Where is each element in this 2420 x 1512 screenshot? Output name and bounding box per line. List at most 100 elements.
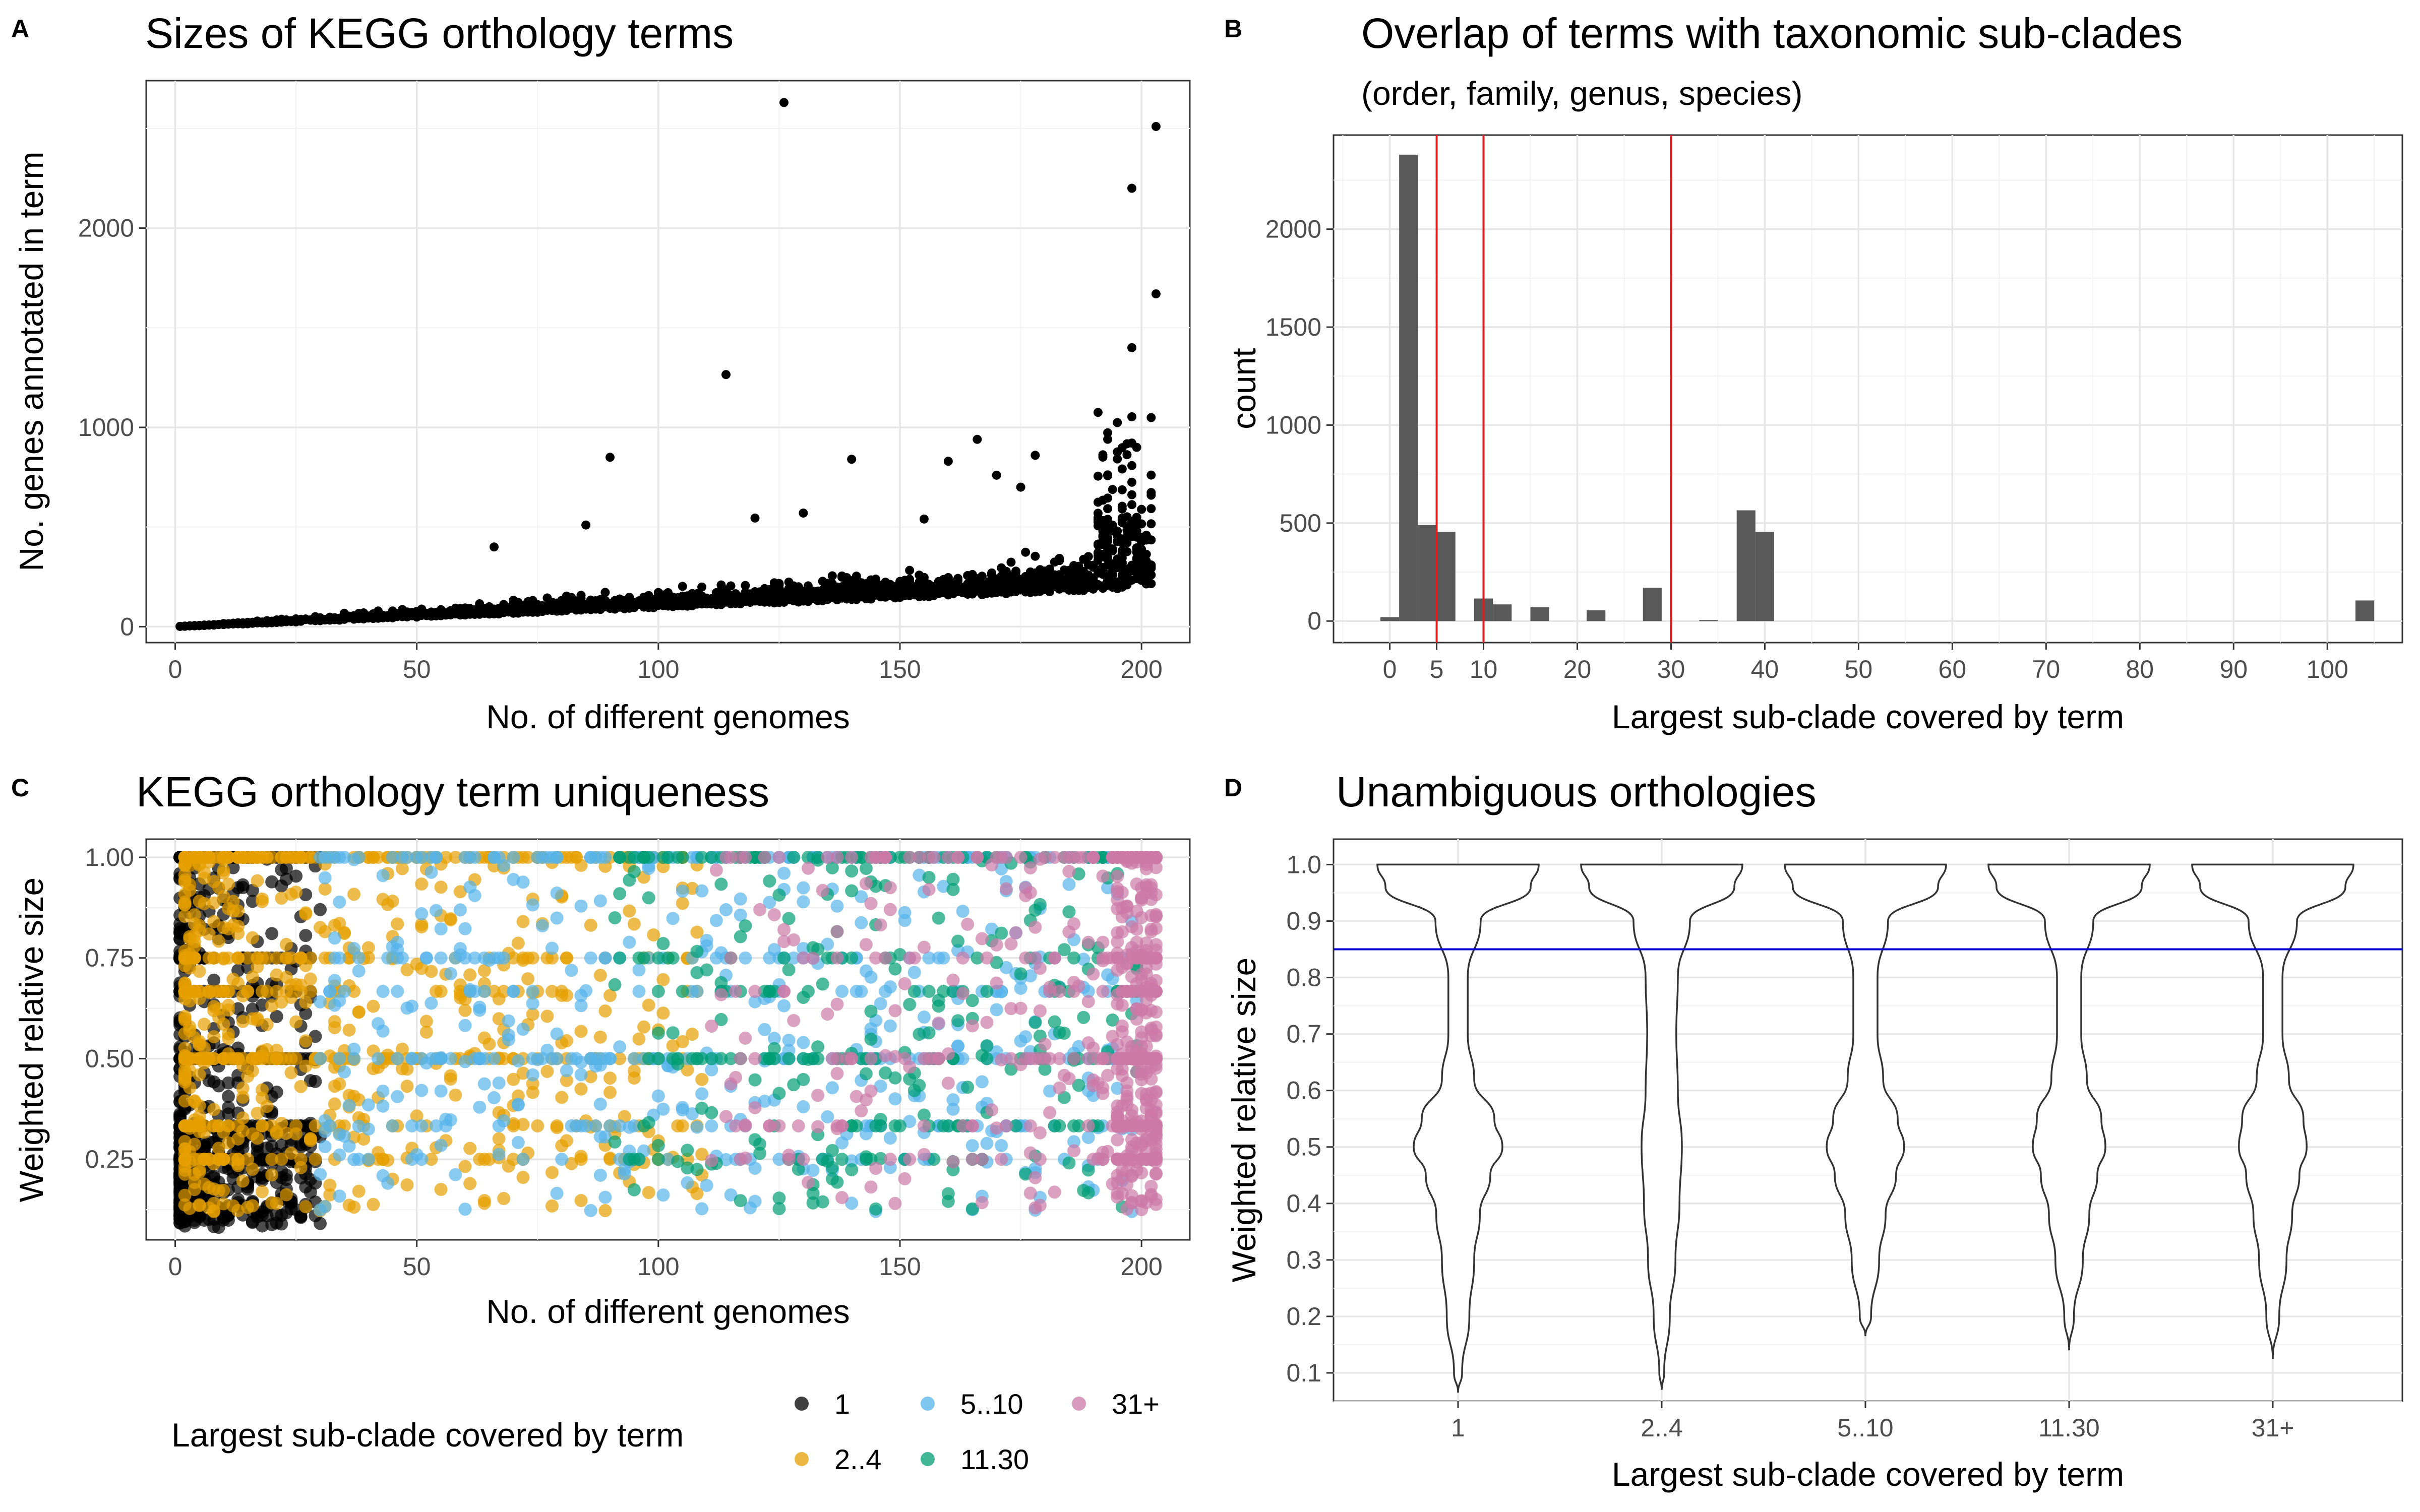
scatter-point (1103, 470, 1113, 480)
scatter-point (178, 1119, 192, 1132)
scatter-point (193, 850, 206, 864)
scatter-point (546, 1166, 559, 1179)
scatter-point (1103, 428, 1113, 437)
scatter-point (603, 1072, 617, 1085)
histogram-bar (1643, 588, 1662, 621)
scatter-point (193, 1165, 206, 1179)
scatter-point (555, 1091, 569, 1104)
scatter-point (265, 927, 279, 940)
scatter-point (797, 1036, 810, 1049)
scatter-point (653, 588, 663, 597)
scatter-point (546, 1199, 559, 1213)
scatter-point (289, 1015, 303, 1029)
scatter-point (1016, 482, 1025, 492)
panel-c-tick-label-x: 150 (879, 1252, 921, 1281)
panel-c-tick-label-x: 100 (637, 1252, 679, 1281)
scatter-point (992, 586, 1001, 596)
panel-a-tick-label-x: 50 (403, 655, 431, 683)
scatter-point (434, 1139, 448, 1152)
histogram-bar (1418, 525, 1437, 621)
scatter-point (198, 1018, 211, 1031)
panel-b-tick-label-y: 2000 (1265, 215, 1321, 243)
scatter-point (1098, 450, 1108, 460)
scatter-point (750, 596, 760, 605)
scatter-point (818, 577, 827, 586)
scatter-point (178, 1160, 192, 1173)
panel-a-tick-label-y: 1000 (78, 413, 134, 442)
scatter-point (294, 951, 308, 965)
scatter-point (726, 581, 736, 591)
scatter-point (492, 1148, 506, 1161)
scatter-point (595, 596, 605, 606)
scatter-point (400, 963, 414, 977)
scatter-point (758, 1023, 771, 1036)
scatter-point (458, 922, 472, 935)
scatter-point (449, 1088, 462, 1102)
scatter-point (256, 951, 269, 965)
scatter-point (716, 585, 726, 595)
scatter-point (634, 600, 644, 609)
scatter-point (490, 609, 499, 618)
scatter-point (198, 1119, 211, 1132)
scatter-point (656, 973, 670, 986)
scatter-point (540, 1064, 554, 1078)
scatter-point (1117, 504, 1127, 514)
scatter-point (256, 985, 269, 998)
scatter-point (265, 999, 279, 1013)
scatter-point (1113, 454, 1122, 464)
scatter-point (511, 1136, 525, 1149)
scatter-point (352, 1184, 366, 1198)
scatter-point (555, 1139, 569, 1153)
scatter-point (1055, 570, 1064, 580)
histogram-bar (1530, 607, 1549, 621)
scatter-point (318, 883, 332, 896)
scatter-point (581, 520, 591, 530)
scatter-point (598, 1204, 612, 1218)
panel-b-tick-label-y: 0 (1307, 607, 1321, 635)
scatter-point (270, 1085, 283, 1099)
scatter-point (275, 892, 288, 905)
scatter-point (825, 1081, 839, 1095)
scatter-point (284, 991, 298, 1004)
scatter-point (709, 914, 723, 927)
scatter-point (270, 1126, 283, 1140)
scatter-point (818, 593, 827, 603)
scatter-point (463, 1142, 477, 1155)
scatter-point (221, 902, 235, 915)
scatter-point (613, 1040, 627, 1054)
scatter-point (376, 1153, 390, 1166)
scatter-point (574, 1194, 588, 1208)
scatter-point (1093, 509, 1103, 518)
scatter-point (212, 1011, 225, 1024)
scatter-point (473, 1153, 487, 1166)
scatter-point (251, 1106, 264, 1120)
panel-c-tick-label-y: 1.00 (85, 843, 134, 871)
panel-b-tick-label-x: 0 (1383, 655, 1397, 683)
histogram-bar (1587, 610, 1606, 621)
scatter-point (1045, 564, 1055, 574)
scatter-point (1127, 183, 1136, 193)
scatter-point (584, 918, 597, 932)
scatter-point (294, 1161, 308, 1174)
scatter-point (924, 592, 934, 601)
scatter-point (347, 1153, 361, 1166)
scatter-point (328, 931, 341, 945)
scatter-point (1055, 553, 1064, 563)
scatter-point (987, 575, 997, 585)
scatter-point (504, 606, 513, 615)
scatter-point (1093, 497, 1103, 507)
panel-a-plot-area (145, 80, 1191, 644)
scatter-point (1083, 583, 1093, 592)
scatter-point (1113, 526, 1122, 536)
scatter-point (434, 1183, 448, 1196)
scatter-point (294, 1080, 308, 1093)
scatter-point (207, 1075, 221, 1089)
scatter-point (265, 1168, 279, 1182)
scatter-point (627, 1072, 641, 1085)
scatter-point (683, 596, 692, 606)
scatter-point (444, 967, 457, 980)
histogram-bar (1755, 532, 1775, 621)
scatter-point (251, 1012, 264, 1025)
scatter-point (610, 604, 620, 614)
scatter-point (328, 1015, 341, 1029)
